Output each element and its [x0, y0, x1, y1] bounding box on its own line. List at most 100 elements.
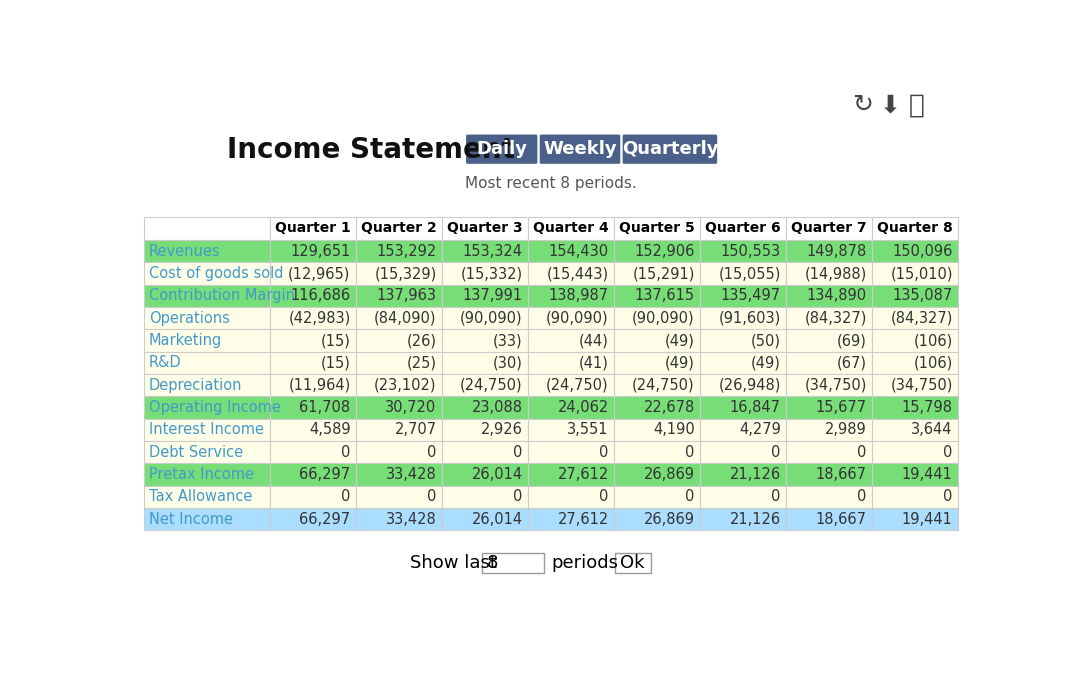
Text: (26): (26)	[406, 333, 436, 348]
Text: Daily: Daily	[476, 140, 527, 158]
Bar	[270, 262, 356, 285]
Text: Quarter 3: Quarter 3	[447, 221, 522, 236]
Bar	[356, 441, 442, 463]
Text: (84,327): (84,327)	[804, 311, 866, 325]
Bar	[528, 486, 614, 508]
Bar	[442, 351, 528, 374]
FancyBboxPatch shape	[622, 134, 717, 164]
Text: Show last: Show last	[410, 554, 497, 573]
Bar	[442, 441, 528, 463]
Bar	[872, 419, 958, 441]
Bar	[786, 486, 872, 508]
Text: 135,497: 135,497	[720, 288, 780, 303]
Text: 153,324: 153,324	[462, 244, 522, 259]
Text: (14,988): (14,988)	[804, 266, 866, 281]
Text: 0: 0	[858, 489, 866, 504]
Text: 26,014: 26,014	[472, 512, 522, 527]
Text: 152,906: 152,906	[634, 244, 694, 259]
Bar	[270, 374, 356, 397]
Text: 2,707: 2,707	[395, 423, 436, 437]
FancyBboxPatch shape	[467, 134, 538, 164]
Text: (49): (49)	[664, 333, 694, 348]
Text: (69): (69)	[836, 333, 866, 348]
Bar	[442, 419, 528, 441]
Text: (34,750): (34,750)	[804, 377, 866, 393]
Text: Quarter 5: Quarter 5	[619, 221, 696, 236]
Text: periods: periods	[551, 554, 618, 573]
Bar	[356, 463, 442, 486]
Bar	[700, 463, 786, 486]
Bar	[528, 217, 614, 240]
Text: 26,014: 26,014	[472, 467, 522, 482]
Text: (42,983): (42,983)	[288, 311, 350, 325]
Bar	[700, 329, 786, 351]
Text: Ok: Ok	[620, 554, 645, 573]
Text: Quarter 4: Quarter 4	[533, 221, 608, 236]
Bar	[356, 486, 442, 508]
Bar	[144, 262, 270, 285]
Bar	[700, 397, 786, 419]
Text: 134,890: 134,890	[806, 288, 866, 303]
Bar	[528, 351, 614, 374]
Text: Quarterly: Quarterly	[621, 140, 718, 158]
Text: 18,667: 18,667	[816, 512, 866, 527]
Bar	[144, 285, 270, 307]
Text: 4,190: 4,190	[653, 423, 694, 437]
Text: (25): (25)	[406, 356, 436, 371]
Bar	[144, 240, 270, 262]
Bar	[872, 307, 958, 329]
Text: (84,090): (84,090)	[374, 311, 436, 325]
Bar	[786, 374, 872, 397]
Text: R&D: R&D	[149, 356, 182, 371]
Bar	[144, 486, 270, 508]
Bar	[442, 217, 528, 240]
Bar	[356, 351, 442, 374]
Text: 116,686: 116,686	[290, 288, 350, 303]
Text: Operating Income: Operating Income	[149, 400, 281, 415]
Text: 2,989: 2,989	[825, 423, 866, 437]
Text: 33,428: 33,428	[386, 512, 436, 527]
Text: Debt Service: Debt Service	[149, 445, 243, 460]
Text: 0: 0	[341, 489, 350, 504]
Text: (41): (41)	[578, 356, 608, 371]
Bar	[786, 397, 872, 419]
Bar	[270, 508, 356, 530]
Bar	[872, 441, 958, 463]
Text: Quarter 2: Quarter 2	[361, 221, 436, 236]
Text: (30): (30)	[492, 356, 522, 371]
Bar	[872, 262, 958, 285]
Bar	[442, 397, 528, 419]
Text: Most recent 8 periods.: Most recent 8 periods.	[464, 176, 636, 191]
Text: 27,612: 27,612	[558, 467, 608, 482]
Text: (15): (15)	[320, 356, 350, 371]
Text: 30,720: 30,720	[385, 400, 436, 415]
Text: (12,965): (12,965)	[288, 266, 350, 281]
Bar	[786, 262, 872, 285]
Bar	[700, 240, 786, 262]
Bar	[528, 262, 614, 285]
Text: (15): (15)	[320, 333, 350, 348]
Bar	[442, 262, 528, 285]
Bar	[786, 307, 872, 329]
Text: (15,443): (15,443)	[546, 266, 608, 281]
Text: 3,551: 3,551	[568, 423, 608, 437]
Bar	[270, 397, 356, 419]
Bar	[614, 307, 700, 329]
Text: Quarter 7: Quarter 7	[791, 221, 866, 236]
Text: (49): (49)	[664, 356, 694, 371]
Bar	[872, 374, 958, 397]
Text: (90,090): (90,090)	[546, 311, 608, 325]
Bar	[786, 217, 872, 240]
Bar	[614, 374, 700, 397]
Bar	[144, 508, 270, 530]
Bar	[700, 217, 786, 240]
Bar	[270, 240, 356, 262]
Text: 24,062: 24,062	[558, 400, 608, 415]
Bar	[614, 262, 700, 285]
Text: 137,991: 137,991	[462, 288, 522, 303]
Bar	[700, 374, 786, 397]
Bar	[270, 351, 356, 374]
Bar	[442, 374, 528, 397]
Text: 0: 0	[513, 445, 522, 460]
Bar	[528, 240, 614, 262]
